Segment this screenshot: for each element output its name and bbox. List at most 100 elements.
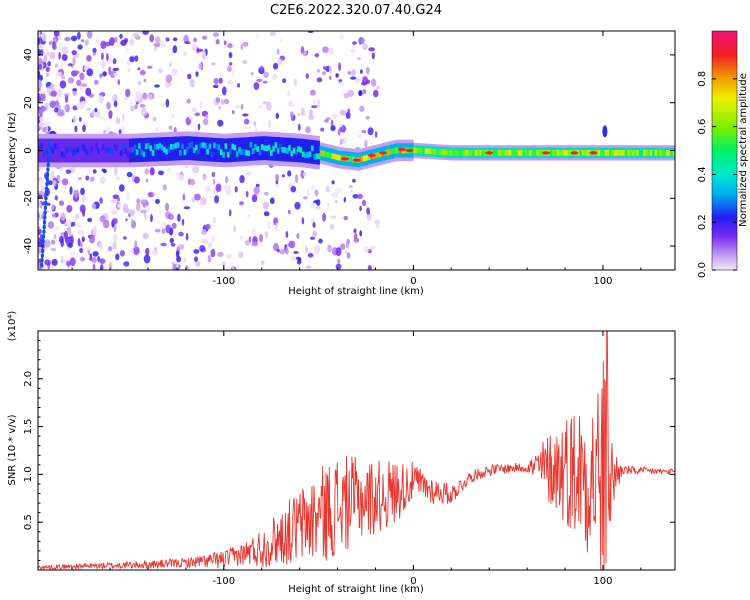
noise-blob bbox=[215, 39, 220, 45]
band-core bbox=[311, 145, 314, 152]
noise-blob bbox=[40, 186, 46, 193]
band-body bbox=[274, 136, 278, 161]
band-core bbox=[584, 150, 587, 156]
noise-blob bbox=[324, 119, 329, 123]
noise-blob bbox=[178, 231, 184, 237]
band-core bbox=[431, 148, 435, 155]
band-core bbox=[326, 152, 330, 158]
band-core bbox=[538, 150, 542, 156]
noise-blob bbox=[300, 107, 305, 116]
noise-blob bbox=[260, 260, 265, 265]
noise-blob bbox=[49, 51, 56, 60]
hot-spot bbox=[570, 151, 579, 155]
noise-blob bbox=[99, 197, 103, 204]
noise-blob bbox=[357, 134, 362, 138]
noise-blob bbox=[213, 32, 219, 37]
band-body bbox=[183, 136, 187, 161]
noise-blob bbox=[112, 93, 118, 103]
noise-blob bbox=[53, 31, 60, 37]
band-body bbox=[151, 137, 155, 162]
noise-blob bbox=[92, 47, 97, 54]
band-core bbox=[131, 146, 134, 153]
noise-blob bbox=[99, 243, 104, 250]
noise-blob bbox=[264, 191, 269, 196]
band-core bbox=[38, 145, 41, 152]
band-core bbox=[618, 150, 621, 156]
band-core bbox=[81, 144, 84, 150]
noise-blob bbox=[140, 209, 147, 214]
noise-blob bbox=[352, 41, 357, 45]
noise-blob bbox=[116, 176, 120, 181]
noise-blob bbox=[331, 180, 335, 185]
noise-blob bbox=[86, 31, 93, 39]
band-core bbox=[549, 150, 553, 156]
band-core bbox=[67, 146, 71, 152]
noise-blob bbox=[211, 234, 215, 243]
noise-blob bbox=[308, 114, 314, 121]
noise-blob bbox=[264, 231, 269, 238]
edge-streak bbox=[45, 186, 49, 192]
band-body bbox=[302, 138, 306, 163]
noise-blob bbox=[100, 60, 106, 69]
band-core bbox=[58, 152, 62, 158]
band-core bbox=[44, 148, 48, 155]
band-core bbox=[301, 151, 305, 158]
noise-blob bbox=[49, 84, 54, 90]
noise-blob bbox=[275, 222, 279, 231]
noise-blob bbox=[135, 91, 142, 101]
noise-blob bbox=[191, 107, 198, 113]
noise-blob bbox=[276, 48, 280, 55]
band-core bbox=[331, 153, 335, 159]
edge-streak bbox=[45, 176, 49, 182]
noise-blob bbox=[129, 56, 135, 63]
band-body bbox=[157, 137, 161, 162]
noise-blob bbox=[86, 107, 91, 111]
noise-blob bbox=[291, 256, 296, 262]
noise-blob bbox=[126, 191, 130, 201]
noise-blob bbox=[164, 202, 170, 212]
noise-blob bbox=[112, 241, 117, 250]
noise-blob bbox=[248, 236, 252, 243]
noise-blob bbox=[361, 129, 367, 134]
noise-blob bbox=[234, 105, 241, 109]
noise-blob bbox=[72, 221, 76, 227]
noise-blob bbox=[142, 232, 149, 239]
noise-blob bbox=[153, 46, 158, 52]
noise-blob bbox=[290, 111, 294, 119]
band-core bbox=[333, 153, 337, 160]
noise-blob bbox=[316, 199, 321, 206]
noise-blob bbox=[330, 119, 334, 126]
noise-blob bbox=[191, 197, 195, 203]
noise-blob bbox=[188, 116, 193, 120]
noise-blob bbox=[352, 194, 359, 199]
y-tick-label: 0.5 bbox=[23, 514, 34, 530]
noise-blob bbox=[169, 237, 174, 244]
noise-blob bbox=[51, 258, 58, 266]
band-core bbox=[499, 150, 503, 156]
snr-y-axis-label: SNR (10 * v/v) bbox=[7, 414, 18, 485]
noise-blob bbox=[205, 114, 209, 119]
band-core bbox=[442, 149, 446, 156]
band-core bbox=[561, 150, 564, 156]
noise-blob bbox=[144, 168, 149, 175]
noise-blob bbox=[90, 176, 95, 182]
band-core bbox=[422, 148, 426, 154]
noise-blob bbox=[130, 249, 134, 254]
noise-blob bbox=[352, 178, 356, 183]
band-core bbox=[529, 150, 532, 156]
band-core bbox=[160, 144, 164, 151]
band-core bbox=[336, 154, 339, 161]
noise-blob bbox=[155, 198, 160, 205]
noise-blob bbox=[38, 37, 41, 45]
noise-blob bbox=[287, 90, 291, 97]
hot-spot bbox=[405, 148, 414, 153]
noise-blob bbox=[134, 104, 138, 110]
noise-blob bbox=[256, 78, 263, 83]
noise-blob bbox=[99, 176, 106, 184]
band-body bbox=[111, 138, 116, 163]
noise-blob bbox=[109, 37, 115, 46]
noise-blob bbox=[366, 79, 370, 84]
noise-blob bbox=[212, 178, 216, 185]
snr-axes: -100 0 100 0.5 1.0 1.5 2.0 bbox=[23, 331, 675, 587]
noise-blob bbox=[228, 183, 231, 193]
